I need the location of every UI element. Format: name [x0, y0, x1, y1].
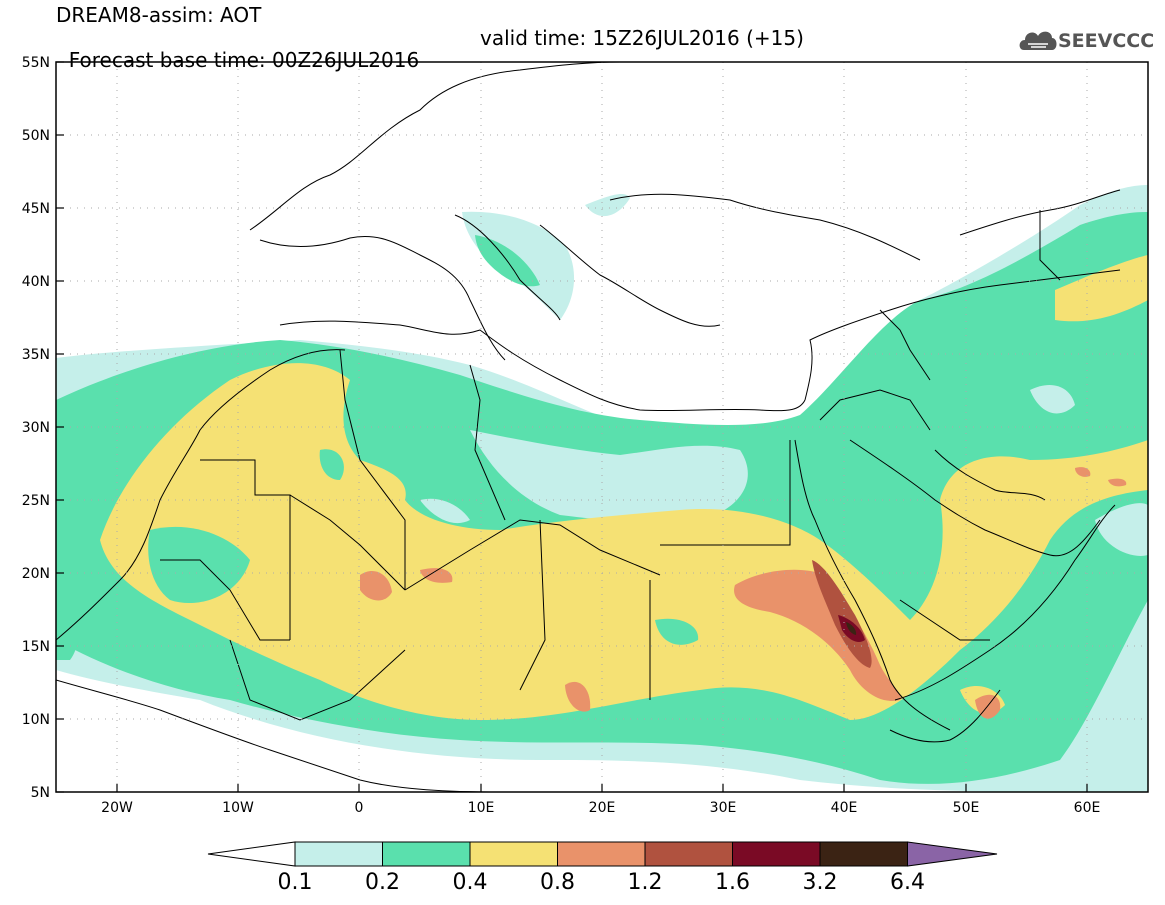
- lat-label: 15N: [22, 639, 50, 655]
- colorbar-tick-label: 1.6: [715, 870, 750, 895]
- colorbar-tick-label: 0.8: [540, 870, 575, 895]
- colorbar-swatch: [732, 841, 821, 867]
- lon-label: 40E: [831, 800, 858, 816]
- aot-band-0-8: [1108, 478, 1127, 487]
- lat-label: 10N: [22, 712, 50, 728]
- colorbar-swatch: [819, 841, 908, 867]
- lon-labels: 20W 10W 0 10E 20E 30E 40E 50E 60E: [101, 800, 1100, 816]
- aot-band-0-1: [420, 498, 470, 524]
- lon-label: 10E: [468, 800, 495, 816]
- colorbar-tick-label: 0.1: [277, 870, 313, 895]
- base-time: Forecast base time: 00Z26JUL2016: [68, 48, 420, 72]
- lat-label: 25N: [22, 493, 50, 509]
- aot-band-0-2: [56, 610, 78, 660]
- lat-labels: 55N 50N 45N 40N 35N 30N 25N 20N 15N 10N …: [22, 55, 50, 801]
- aot-band-0-8: [360, 571, 392, 601]
- aot-band-0-8: [565, 681, 591, 712]
- aot-band-0-8: [734, 569, 901, 701]
- lon-label: 20W: [101, 800, 133, 816]
- aot-band-0-1: [1095, 503, 1148, 556]
- lat-label: 40N: [22, 274, 50, 290]
- aot-band-0-2: [319, 449, 344, 480]
- lat-label: 20N: [22, 566, 50, 582]
- colorbar-swatch: [294, 841, 383, 867]
- colorbar-right-arrow: [907, 841, 998, 867]
- aot-band-0-8: [1075, 467, 1091, 477]
- colorbar-tick-label: 3.2: [802, 870, 838, 895]
- lat-label: 5N: [31, 785, 50, 801]
- map-title: DREAM8-assim: AOT: [56, 3, 262, 27]
- logo-text: SEEVCCC: [1058, 30, 1155, 52]
- gridlines: [56, 62, 1148, 792]
- time-info: Forecast base time: 00Z26JUL2016 valid t…: [56, 27, 804, 93]
- lon-label: 30E: [710, 800, 737, 816]
- colorbar-left-arrow: [207, 841, 296, 867]
- aot-band-0-1: [585, 194, 630, 217]
- colorbar-tick-label: 0.4: [452, 870, 488, 895]
- lat-label: 55N: [22, 55, 50, 71]
- country-borders: [160, 210, 1061, 721]
- valid-time: valid time: 15Z26JUL2016 (+15): [480, 26, 804, 50]
- lon-label: 10W: [222, 800, 254, 816]
- lon-label: 0: [355, 800, 364, 816]
- lat-label: 45N: [22, 201, 50, 217]
- aot-band-0-1: [1030, 385, 1075, 414]
- aot-shading: [56, 185, 1148, 792]
- lat-label: 35N: [22, 347, 50, 363]
- colorbar-tick-label: 1.2: [627, 870, 663, 895]
- aot-band-3-2: [846, 622, 857, 635]
- colorbar-tick-label: 0.2: [365, 870, 400, 895]
- aot-band-0-8: [420, 568, 453, 583]
- colorbar-swatch: [469, 841, 558, 867]
- lon-label: 60E: [1074, 800, 1101, 816]
- aot-band-0-4: [100, 363, 1148, 720]
- cloud-icon: [1019, 31, 1057, 50]
- colorbar-swatch: [382, 841, 471, 867]
- lat-label: 50N: [22, 128, 50, 144]
- aot-band-0-2: [655, 618, 699, 645]
- lon-label: 20E: [589, 800, 616, 816]
- aot-band-0-4: [1055, 255, 1148, 322]
- coastlines: [56, 62, 1121, 792]
- aot-band-0-1: [470, 430, 748, 523]
- colorbar-swatch: [644, 841, 733, 867]
- lat-label: 30N: [22, 420, 50, 436]
- axis-ticks: [56, 61, 1088, 793]
- colorbar-swatch: [557, 841, 646, 867]
- colorbar-tick-label: 6.4: [890, 870, 925, 895]
- colorbar: [207, 841, 998, 867]
- lon-label: 50E: [953, 800, 980, 816]
